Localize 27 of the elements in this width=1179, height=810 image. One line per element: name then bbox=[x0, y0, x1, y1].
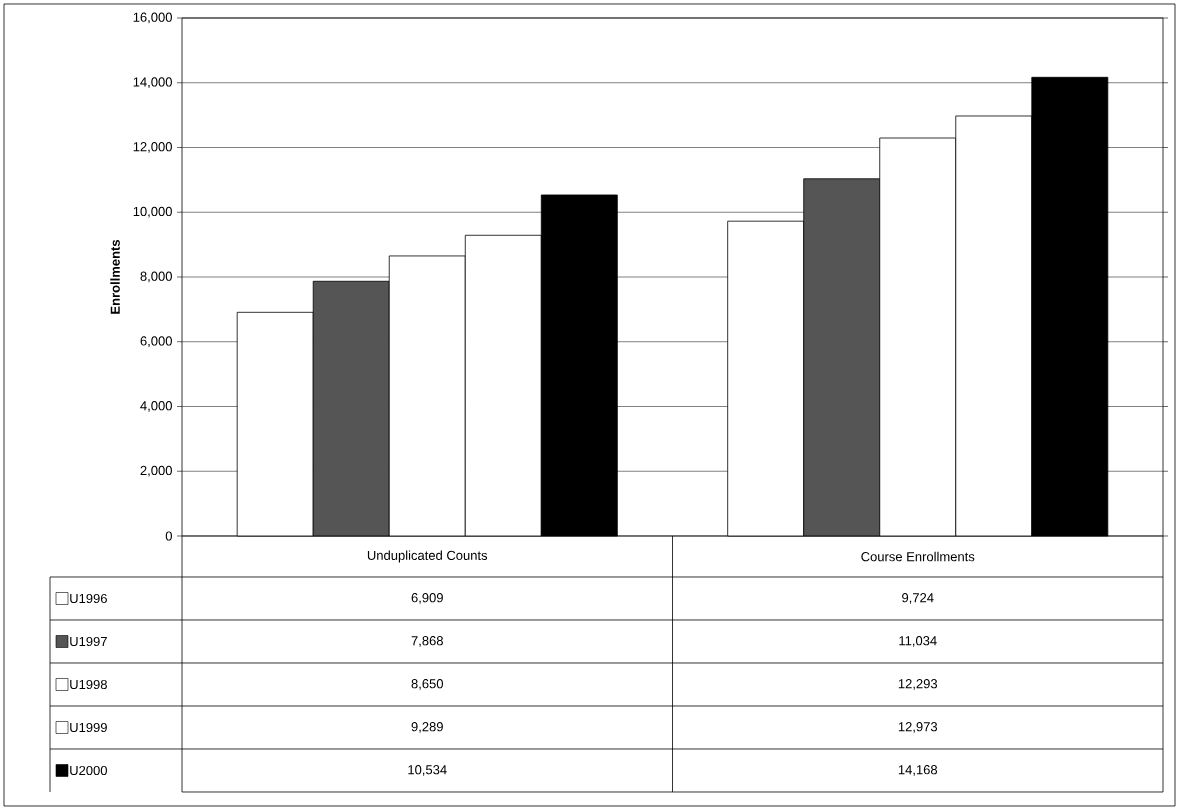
y-tick-label: 14,000 bbox=[133, 77, 172, 89]
data-label: 14,168 bbox=[898, 765, 938, 776]
legend-label: U1996 bbox=[70, 593, 107, 604]
data-label: 10,534 bbox=[408, 765, 447, 776]
y-tick-label: 0 bbox=[165, 531, 172, 541]
x-tick-label: Unduplicated Counts bbox=[367, 550, 488, 563]
x-tick-label: Course Enrollments bbox=[861, 551, 975, 562]
legend-label: U1998 bbox=[70, 679, 107, 690]
data-label: 9,724 bbox=[902, 593, 934, 604]
y-tick-label: 2,000 bbox=[140, 465, 172, 477]
data-label: 11,034 bbox=[899, 636, 937, 647]
data-label: 8,650 bbox=[411, 679, 444, 690]
data-label: 7,868 bbox=[411, 636, 443, 647]
legend-label: U1999 bbox=[70, 722, 107, 733]
data-label: 6,909 bbox=[411, 593, 443, 604]
data-label: 12,973 bbox=[898, 722, 938, 733]
y-tick-label: 10,000 bbox=[133, 206, 172, 218]
legend-label: U1997 bbox=[70, 636, 107, 647]
legend-label: U2000 bbox=[70, 765, 107, 776]
y-tick-label: 4,000 bbox=[140, 401, 172, 412]
y-tick-label: 6,000 bbox=[140, 336, 172, 348]
data-label: 9,289 bbox=[411, 722, 443, 733]
y-axis-title: Enrollments bbox=[110, 239, 120, 314]
data-label: 12,293 bbox=[898, 679, 938, 690]
y-tick-label: 8,000 bbox=[140, 271, 172, 283]
y-tick-label: 12,000 bbox=[133, 142, 172, 153]
y-tick-label: 16,000 bbox=[133, 12, 172, 24]
